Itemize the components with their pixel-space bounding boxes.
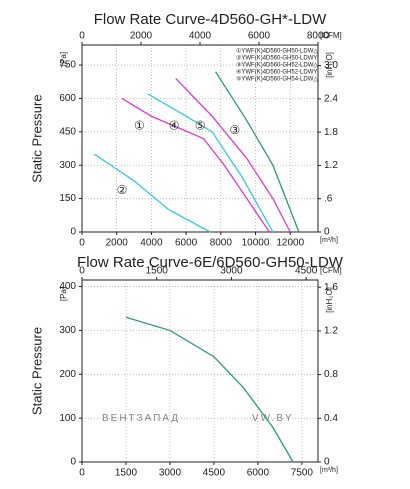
y-tick-label: 200 [59,369,76,380]
x2-tick-label: 6000 [248,31,271,42]
y2-tick-label: .6 [324,193,333,204]
chart-title: Flow Rate Curve-4D560-GH*-LDW [94,11,327,28]
plot-frame [81,44,319,233]
legend-entry: ⑤YWF(K)4D560-GH54-LDW△ [236,76,318,83]
y2-tick-label: 0.8 [324,369,338,380]
curve-label: ④ [169,118,180,132]
y-axis-label: Static Pressure [29,327,44,415]
curve [215,71,300,233]
y-tick-label: 300 [59,160,76,171]
chart-title: Flow Rate Curve-6E/6D560-GH50-LDW [77,254,344,271]
legend-entry: ②YWF(K)4D560-GH50-LDWY [236,55,317,62]
y-axis-label: Static Pressure [29,94,44,182]
y2-tick-label: 0 [324,457,330,468]
x-tick-label: 6000 [175,238,198,249]
y2-tick-label: 0 [324,227,330,238]
x2-tick-label: 4000 [189,31,212,42]
y-tick-label: 750 [59,60,76,71]
x-unit: [m³/h] [320,467,338,474]
x2-unit: [CFM] [320,266,342,275]
curve-label: ② [117,183,128,197]
x2-tick-label: 1500 [146,266,169,277]
y2-tick-label: 0.4 [324,413,338,424]
x-tick-label: 2000 [106,238,129,249]
y2-unit: [inH₂O] [325,287,334,313]
watermark: ВЕНТЗАПАД [102,413,180,424]
y-unit: [Pa] [59,287,68,301]
legend: ①YWF(K)4D560-GH50-LDW△②YWF(K)4D560-GH50-… [236,48,318,83]
y2-tick-label: 1.8 [324,127,338,138]
curve-label: ⑤ [195,118,206,132]
curve [121,97,270,233]
curve [93,153,211,233]
y-unit: [Pa] [59,52,68,66]
x-tick-label: 6000 [247,468,270,479]
x2-tick-label: 2000 [130,31,153,42]
y-tick-label: 100 [59,413,76,424]
x-tick-label: 10000 [242,238,270,249]
plot-frame [81,279,319,463]
curve-label: ③ [229,123,240,137]
x2-tick-label: 4500 [295,266,318,277]
x2-unit: [CFM] [320,31,342,40]
y-tick-label: 0 [70,457,76,468]
x2-tick-label: 8000 [307,31,330,42]
x-tick-label: 12000 [276,238,304,249]
curve-label: ① [134,118,145,132]
y2-tick-label: 1.6 [324,282,338,293]
legend-entry: ④YWF(K)4D560-GH52-LDWY [236,69,317,76]
x-tick-label: 0 [79,238,85,249]
legend-entry: ③YWF(K)4D560-GH52-LDW△ [236,62,318,69]
y-tick-label: 300 [59,325,76,336]
curve [147,93,274,233]
y2-tick-label: 1.2 [324,160,338,171]
y-tick-label: 600 [59,93,76,104]
legend-entry: ①YWF(K)4D560-GH50-LDW△ [236,48,318,55]
x-tick-label: 1500 [115,468,138,479]
y-tick-label: 0 [70,227,76,238]
y2-tick-label: 2.4 [324,93,338,104]
x-tick-label: 0 [79,468,85,479]
watermark: VW.BY [252,413,294,424]
x2-tick-label: 0 [79,31,85,42]
y-tick-label: 150 [59,193,76,204]
y2-tick-label: 1.2 [324,326,338,337]
x2-tick-label: 3000 [220,266,243,277]
curve [175,77,291,233]
x-tick-label: 3000 [159,468,182,479]
y-tick-label: 450 [59,126,76,137]
x-unit: [m³/h] [320,237,338,244]
curve [125,316,294,463]
x-tick-label: 4500 [203,468,226,479]
x-tick-label: 8000 [210,238,233,249]
y2-tick-label: 3.0 [324,60,338,71]
x-tick-label: 4000 [140,238,163,249]
y2-unit: [inH₂O] [325,52,334,78]
x-tick-label: 7500 [291,468,314,479]
y-tick-label: 400 [59,281,76,292]
x2-tick-label: 0 [79,266,85,277]
